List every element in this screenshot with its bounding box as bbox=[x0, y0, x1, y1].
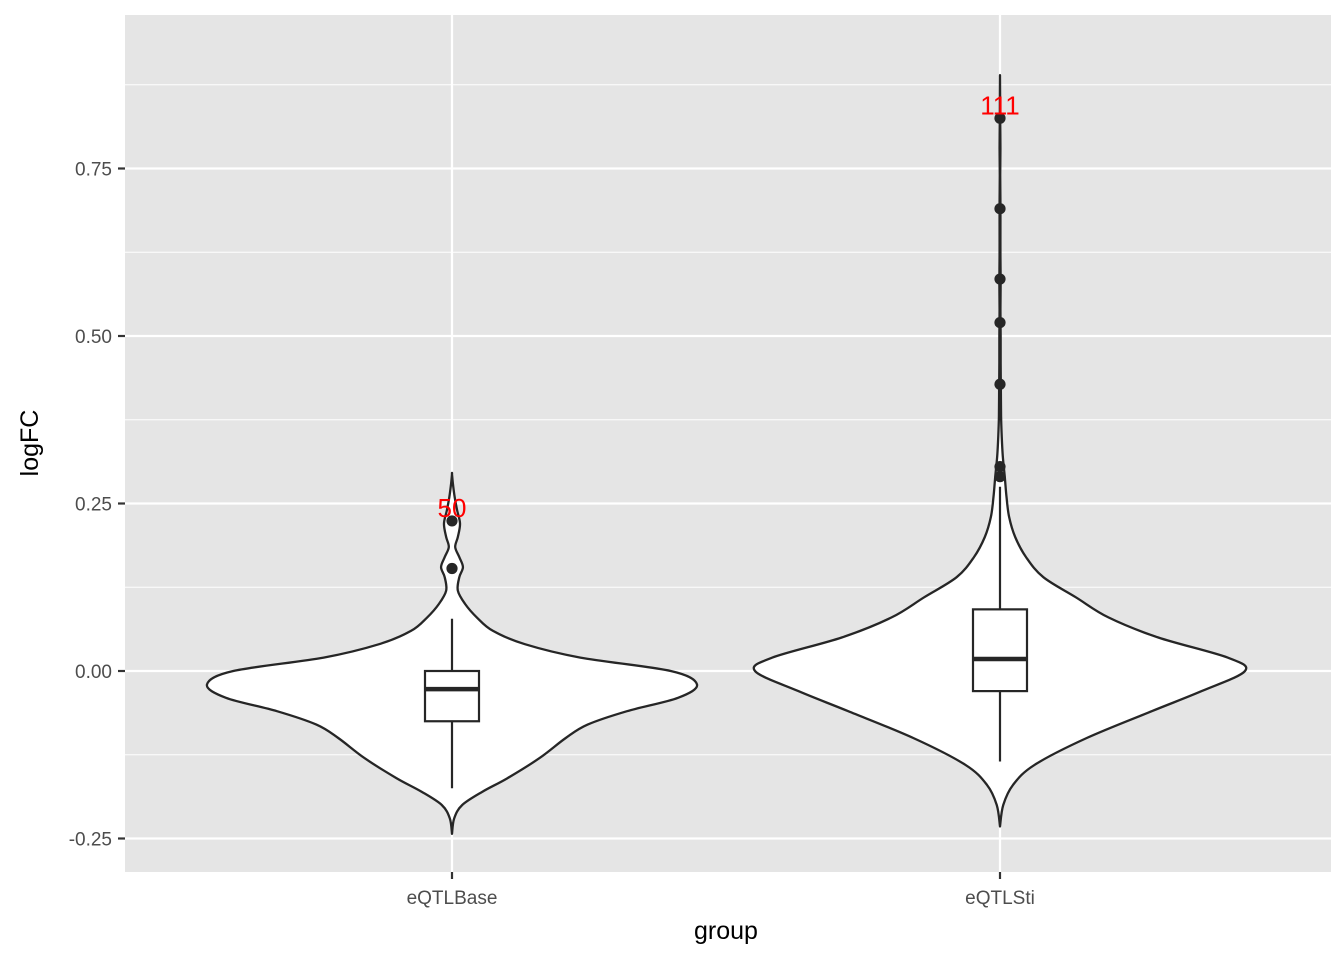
count-labels: 50 111 bbox=[438, 90, 1020, 523]
outlier-point bbox=[994, 203, 1006, 215]
y-axis-title: logFC bbox=[16, 410, 44, 477]
box-eQTLSti bbox=[971, 608, 1029, 693]
outlier-point bbox=[994, 273, 1006, 285]
boxplots bbox=[423, 486, 1029, 789]
outlier-point bbox=[994, 471, 1006, 483]
y-tick-label: -0.25 bbox=[69, 830, 112, 851]
violin-eQTLSti bbox=[752, 74, 1248, 828]
axes: -0.25 0.00 0.25 0.50 0.75 eQTLBase eQTLSti bbox=[69, 160, 1035, 910]
outlier-point bbox=[994, 461, 1006, 473]
outlier-point bbox=[446, 515, 458, 527]
outlier-point bbox=[994, 112, 1006, 124]
x-tick-label: eQTLSti bbox=[965, 888, 1035, 909]
y-tick-label: 0.50 bbox=[75, 327, 112, 348]
box-eQTLBase bbox=[423, 669, 481, 723]
outlier-points bbox=[446, 112, 1006, 575]
plot-panel bbox=[125, 15, 1331, 872]
y-tick-label: 0.00 bbox=[75, 662, 112, 683]
outlier-point bbox=[446, 562, 458, 575]
y-tick-label: 0.75 bbox=[75, 160, 112, 181]
y-tick-label: 0.25 bbox=[75, 495, 112, 516]
x-tick-label: eQTLBase bbox=[407, 888, 498, 909]
outlier-point bbox=[994, 378, 1006, 390]
count-label-eQTLBase: 50 bbox=[438, 493, 467, 523]
outlier-point bbox=[994, 317, 1006, 329]
count-label-eQTLSti: 111 bbox=[980, 90, 1020, 120]
x-axis-title: group bbox=[694, 917, 758, 945]
